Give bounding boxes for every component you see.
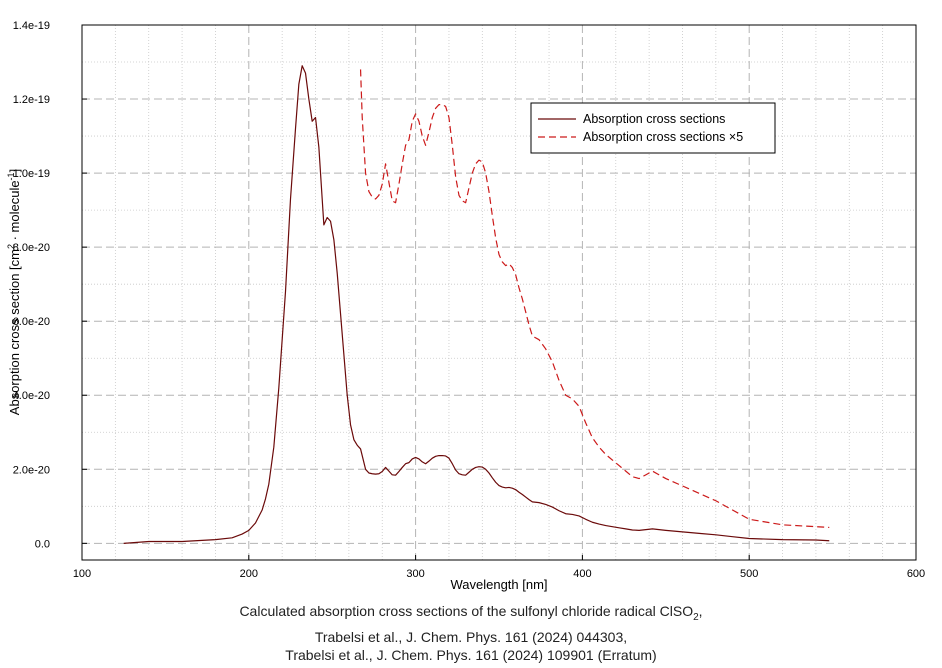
y-tick-label: 1.4e-19 xyxy=(13,20,50,32)
caption-line-3: Trabelsi et al., J. Chem. Phys. 161 (202… xyxy=(285,647,657,663)
series-line-2 xyxy=(359,69,830,529)
y-axis-ticks: 0.0 2.0e-20 4.0e-20 6.0e-20 8.0e-20 1.0e-19 1.… xyxy=(13,20,87,550)
caption-line-1: Calculated absorption cross sections of … xyxy=(0,603,942,623)
x-tick-label: 400 xyxy=(573,568,591,580)
x-tick-label: 500 xyxy=(740,568,758,580)
x-tick-label: 300 xyxy=(406,568,424,580)
legend-label-series-1: Absorption cross sections xyxy=(583,112,725,126)
series-line-1 xyxy=(123,65,830,544)
legend: Absorption cross sections Absorption cro… xyxy=(530,102,776,154)
caption-line-1-sub: 2 xyxy=(693,611,699,623)
x-tick-label: 600 xyxy=(907,568,925,580)
caption-line-1-main: Calculated absorption cross sections of … xyxy=(239,603,694,619)
y-tick-label: 8.0e-20 xyxy=(13,242,50,254)
y-axis-label-mid: · molecule xyxy=(7,180,22,244)
y-axis-label-sup2: -1 xyxy=(6,172,16,180)
x-axis-ticks: 100 200 300 400 500 600 xyxy=(73,555,925,580)
y-tick-label: 1.2e-19 xyxy=(13,94,50,106)
y-tick-label: 0.0 xyxy=(35,538,50,550)
x-tick-label: 200 xyxy=(240,568,258,580)
x-tick-label: 100 xyxy=(73,568,91,580)
plot-background xyxy=(82,25,916,560)
y-tick-label: 1.0e-19 xyxy=(13,168,50,180)
legend-label-series-2: Absorption cross sections ×5 xyxy=(583,130,743,144)
chart: 100 200 300 400 500 600 0.0 2.0e-20 4.0e-20 6.0e… xyxy=(6,20,925,592)
y-tick-label: 2.0e-20 xyxy=(13,464,50,476)
y-tick-label: 4.0e-20 xyxy=(13,390,50,402)
caption-line-1-end: , xyxy=(698,603,703,619)
y-axis-label-sup1: 2 xyxy=(6,244,16,249)
legend-box xyxy=(530,102,776,154)
y-tick-label: 6.0e-20 xyxy=(13,316,50,328)
x-axis-label: Wavelength [nm] xyxy=(450,577,547,592)
y-axis-label-end: ] xyxy=(7,169,22,173)
series-layer xyxy=(123,65,830,544)
minor-grid xyxy=(82,25,916,560)
caption-line-2: Trabelsi et al., J. Chem. Phys. 161 (202… xyxy=(314,629,628,645)
plot-frame xyxy=(81,24,917,561)
y-axis-label-main: Absorption cross section [cm xyxy=(7,249,22,415)
y-axis-label: Absorption cross section [cm2 · molecule… xyxy=(6,169,22,415)
